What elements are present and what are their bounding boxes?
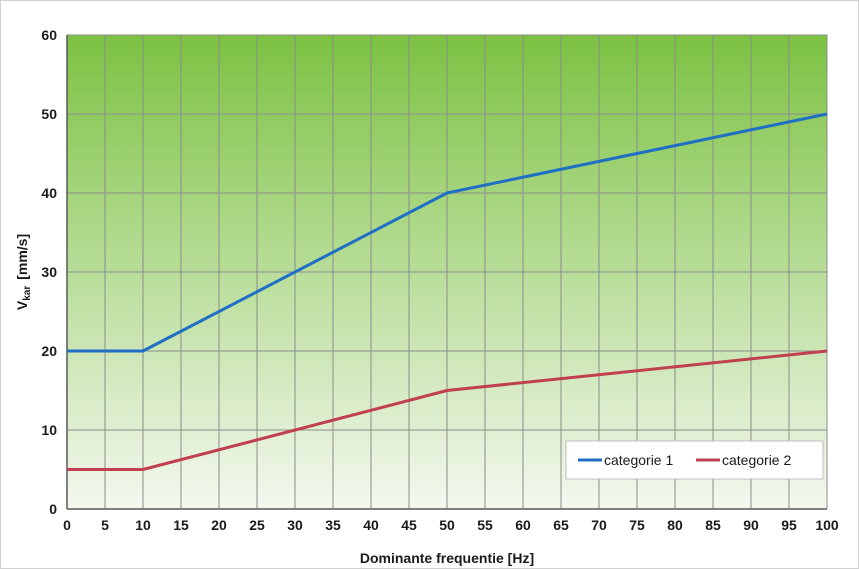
x-tick-label: 20	[211, 517, 227, 533]
y-tick-label: 50	[41, 106, 57, 122]
legend-label-2: categorie 2	[722, 452, 791, 468]
x-tick-label: 55	[477, 517, 493, 533]
series-line-1	[67, 112, 828, 353]
x-tick-label: 80	[667, 517, 683, 533]
x-tick-labels: 0 5 10 15 20 25 30 35 40 45 50 55 60 65 70 75 80 85 90 95 10…	[63, 517, 839, 533]
x-axis-label: Dominante frequentie [Hz]	[360, 550, 534, 566]
x-tick-label: 15	[173, 517, 189, 533]
y-axis-label-unit: [mm/s]	[14, 234, 30, 280]
x-tick-label: 40	[363, 517, 379, 533]
y-tick-label: 10	[41, 422, 57, 438]
y-axis-label: Vkar [mm/s]	[14, 234, 33, 310]
y-tick-label: 60	[41, 27, 57, 43]
x-tick-label: 95	[781, 517, 797, 533]
x-tick-label: 35	[325, 517, 341, 533]
series-line-2	[67, 349, 828, 471]
legend-box	[565, 440, 824, 480]
x-tick-label: 70	[591, 517, 607, 533]
y-tick-label: 40	[41, 185, 57, 201]
y-tick-label: 0	[49, 501, 57, 517]
x-tick-label: 100	[815, 517, 839, 533]
y-axis-label-main: V	[14, 300, 30, 310]
x-tick-label: 85	[705, 517, 721, 533]
y-axis-label-sub: kar	[22, 286, 33, 301]
gridlines	[66, 34, 828, 510]
x-tick-label: 0	[63, 517, 71, 533]
legend-label-1: categorie 1	[604, 452, 673, 468]
legend: categorie 1 categorie 2	[565, 440, 824, 480]
x-tick-label: 60	[515, 517, 531, 533]
series-lines	[67, 112, 828, 471]
x-tick-label: 45	[401, 517, 417, 533]
x-tick-label: 65	[553, 517, 569, 533]
x-tick-label: 10	[135, 517, 151, 533]
x-tick-label: 25	[249, 517, 265, 533]
x-tick-label: 75	[629, 517, 645, 533]
y-tick-labels: 0 10 20 30 40 50 60	[41, 27, 57, 517]
x-tick-label: 90	[743, 517, 759, 533]
y-tick-label: 20	[41, 343, 57, 359]
y-tick-label: 30	[41, 264, 57, 280]
x-tick-label: 50	[439, 517, 455, 533]
x-tick-label: 5	[101, 517, 109, 533]
axes	[66, 35, 827, 510]
x-tick-label: 30	[287, 517, 303, 533]
